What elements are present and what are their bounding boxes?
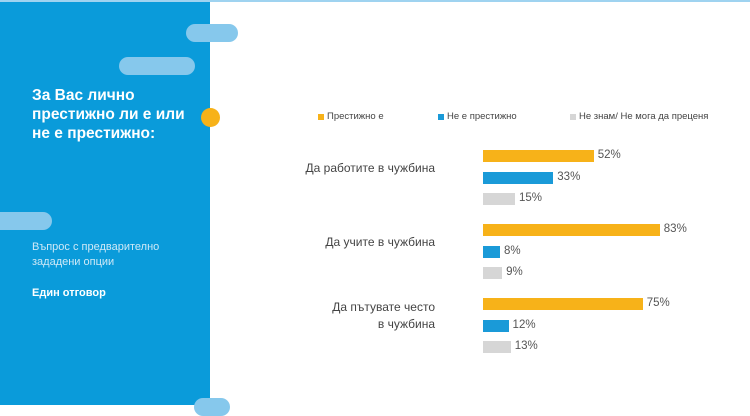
answer-type: Един отговор xyxy=(32,287,106,299)
data-label: 9% xyxy=(506,266,523,278)
bar xyxy=(483,341,511,353)
data-label: 12% xyxy=(512,318,536,331)
data-label: 33% xyxy=(557,170,581,183)
bar xyxy=(483,319,509,332)
bar xyxy=(483,224,660,236)
question-title: За Вас лично престижно ли е или не е пре… xyxy=(32,87,185,142)
legend-swatch xyxy=(438,113,444,120)
category-label: Да пътувате често в чужбина xyxy=(332,300,435,331)
data-label: 8% xyxy=(504,244,521,257)
bar xyxy=(483,267,503,279)
legend-item: Не знам/ Не мога да преценя xyxy=(570,111,708,122)
data-label: 83% xyxy=(663,223,687,235)
decor-pill xyxy=(119,57,195,75)
legend-swatch xyxy=(318,113,324,120)
accent-dot xyxy=(201,108,220,127)
data-label: 52% xyxy=(597,149,621,161)
bar xyxy=(483,298,643,310)
legend-swatch xyxy=(570,113,576,120)
bar xyxy=(483,171,554,184)
legend-label: Престижно е xyxy=(327,111,384,122)
bar xyxy=(483,193,515,205)
data-label: 75% xyxy=(646,297,670,309)
decor-pill xyxy=(186,24,238,42)
decor-pill xyxy=(0,212,52,230)
legend-item: Престижно е xyxy=(318,111,384,122)
legend-item: Не е престижно xyxy=(438,111,517,122)
data-label: 13% xyxy=(514,340,538,352)
category-label: Да работите в чужбина xyxy=(305,160,435,175)
top-line xyxy=(0,0,750,2)
category-label: Да учите в чужбина xyxy=(325,234,435,249)
bar xyxy=(483,150,594,162)
bar xyxy=(483,245,501,258)
legend-label: Не е престижно xyxy=(447,111,517,122)
decor-pill xyxy=(194,398,230,416)
legend-label: Не знам/ Не мога да преценя xyxy=(579,111,709,122)
question-note: Въпрос с предварително зададени опции xyxy=(32,241,160,268)
data-label: 15% xyxy=(518,192,542,204)
